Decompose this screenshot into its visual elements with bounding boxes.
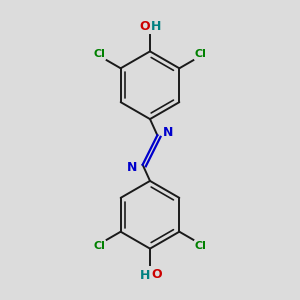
Text: H: H: [140, 269, 150, 282]
Text: O: O: [151, 268, 162, 281]
Text: O: O: [140, 20, 150, 33]
Text: Cl: Cl: [195, 49, 207, 59]
Text: Cl: Cl: [93, 49, 105, 59]
Text: Cl: Cl: [195, 241, 207, 251]
Text: N: N: [127, 160, 137, 174]
Text: H: H: [151, 20, 162, 33]
Text: Cl: Cl: [93, 241, 105, 251]
Text: N: N: [163, 126, 173, 140]
